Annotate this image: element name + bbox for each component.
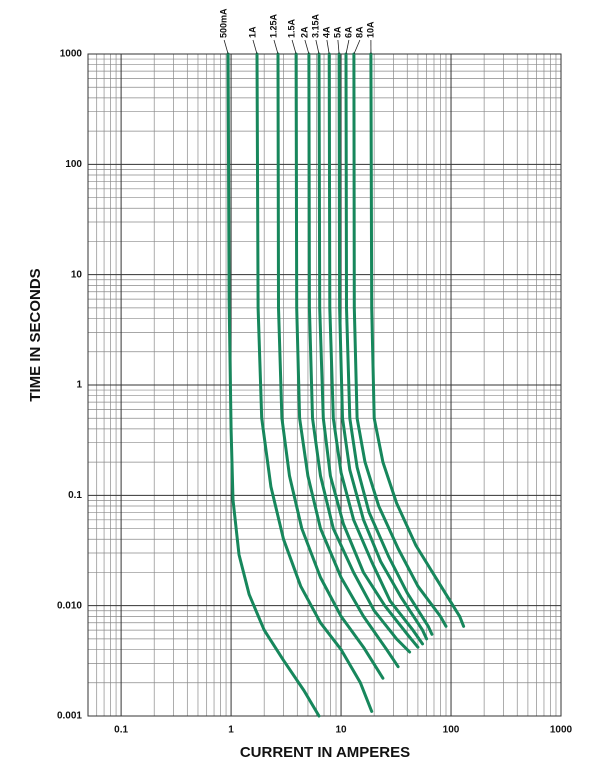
y-tick-label: 10 <box>71 269 83 280</box>
curve <box>317 52 420 649</box>
y-tick-label: 100 <box>65 159 82 170</box>
label-leader <box>337 39 340 55</box>
x-tick-label: 10 <box>335 725 347 736</box>
series-label: 6A <box>343 26 353 38</box>
series-label: 500mA <box>218 8 228 38</box>
curve <box>369 52 466 628</box>
y-axis-title: TIME IN SECONDS <box>27 268 44 401</box>
curve <box>255 52 374 713</box>
y-tick-label: 0.1 <box>68 490 82 501</box>
y-tick-label: 0.001 <box>57 711 82 722</box>
label-leader <box>273 39 279 55</box>
x-axis-title: CURRENT IN AMPERES <box>240 744 410 761</box>
plot-frame <box>87 53 562 717</box>
label-leader <box>291 39 297 55</box>
series-label: 10A <box>365 21 375 38</box>
label-leader <box>304 39 310 55</box>
series-label: 8A <box>354 26 364 38</box>
y-tick-label: 0.010 <box>57 600 82 611</box>
y-tick-label: 1 <box>76 380 82 391</box>
y-tick-label: 1000 <box>60 49 83 60</box>
curve <box>294 52 400 669</box>
label-leader <box>326 39 330 55</box>
series-label: 1A <box>247 26 257 38</box>
label-leader <box>315 39 320 55</box>
series-label: 4A <box>321 26 331 38</box>
series-label: 1.5A <box>286 18 296 38</box>
series-label: 3.15A <box>310 13 320 38</box>
x-tick-label: 1 <box>228 725 234 736</box>
curve <box>327 52 424 646</box>
curve <box>352 52 448 628</box>
label-leader <box>252 39 258 55</box>
curve <box>337 52 429 641</box>
curve <box>344 52 434 636</box>
x-tick-label: 1000 <box>550 725 573 736</box>
curve <box>226 52 321 718</box>
curve <box>276 52 385 680</box>
series-label: 1.25A <box>268 13 278 38</box>
label-leader <box>353 39 361 55</box>
label-leader <box>345 39 350 55</box>
x-tick-label: 100 <box>443 725 460 736</box>
curve <box>307 52 412 654</box>
x-tick-label: 0.1 <box>114 725 128 736</box>
series-label: 5A <box>332 26 342 38</box>
series-label: 2A <box>299 26 309 38</box>
label-leader <box>223 39 229 55</box>
